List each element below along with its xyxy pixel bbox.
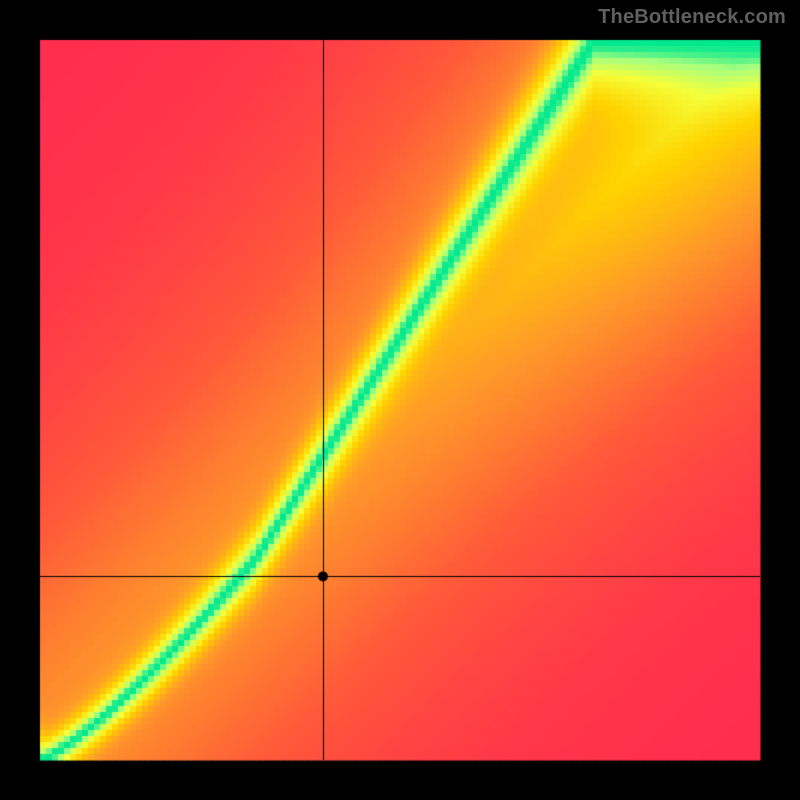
chart-container: { "watermark": { "text": "TheBottleneck.… xyxy=(0,0,800,800)
bottleneck-heatmap xyxy=(0,0,800,800)
watermark-text: TheBottleneck.com xyxy=(598,6,786,29)
